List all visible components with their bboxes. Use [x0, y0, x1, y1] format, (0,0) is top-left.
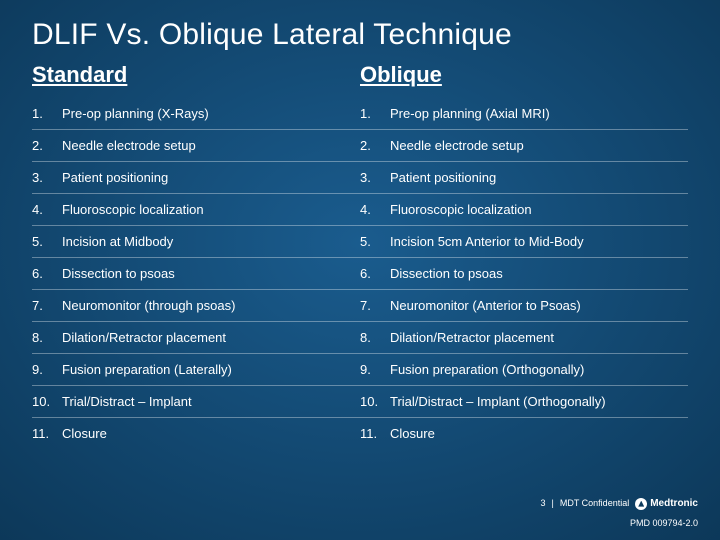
item-text: Dissection to psoas [62, 266, 360, 281]
item-text: Needle electrode setup [62, 138, 360, 153]
brand-logo: Medtronic [635, 496, 698, 512]
item-text: Fusion preparation (Laterally) [62, 362, 360, 377]
footer-line-1: 3 | MDT Confidential Medtronic [540, 496, 698, 512]
list-item: 6.Dissection to psoas [360, 258, 688, 290]
item-number: 1. [360, 106, 390, 121]
list-item: 5.Incision 5cm Anterior to Mid-Body [360, 226, 688, 258]
item-text: Dilation/Retractor placement [390, 330, 688, 345]
brand-name: Medtronic [650, 496, 698, 512]
item-number: 5. [360, 234, 390, 249]
brand-logo-icon [635, 498, 647, 510]
item-text: Fluoroscopic localization [62, 202, 360, 217]
item-number: 4. [360, 202, 390, 217]
item-number: 9. [32, 362, 62, 377]
list-item: 6.Dissection to psoas [32, 258, 360, 290]
item-number: 11. [32, 426, 62, 441]
comparison-columns: Standard 1.Pre-op planning (X-Rays) 2.Ne… [32, 62, 688, 450]
item-number: 10. [360, 394, 390, 409]
item-text: Pre-op planning (X-Rays) [62, 106, 360, 121]
list-item: 10.Trial/Distract – Implant [32, 386, 360, 418]
confidential-label: MDT Confidential [560, 496, 629, 510]
list-item: 11.Closure [32, 418, 360, 450]
column-standard: Standard 1.Pre-op planning (X-Rays) 2.Ne… [32, 62, 360, 450]
list-item: 8.Dilation/Retractor placement [32, 322, 360, 354]
item-number: 1. [32, 106, 62, 121]
list-item: 8.Dilation/Retractor placement [360, 322, 688, 354]
item-text: Closure [390, 426, 688, 441]
separator: | [552, 496, 554, 510]
item-text: Trial/Distract – Implant (Orthogonally) [390, 394, 688, 409]
item-number: 8. [32, 330, 62, 345]
item-number: 2. [32, 138, 62, 153]
item-number: 11. [360, 426, 390, 441]
item-text: Neuromonitor (through psoas) [62, 298, 360, 313]
document-id: PMD 009794-2.0 [540, 516, 698, 530]
list-item: 5.Incision at Midbody [32, 226, 360, 258]
item-number: 10. [32, 394, 62, 409]
item-number: 8. [360, 330, 390, 345]
item-text: Fusion preparation (Orthogonally) [390, 362, 688, 377]
item-number: 2. [360, 138, 390, 153]
item-number: 4. [32, 202, 62, 217]
column-oblique: Oblique 1.Pre-op planning (Axial MRI) 2.… [360, 62, 688, 450]
column-header-standard: Standard [32, 62, 360, 88]
item-text: Neuromonitor (Anterior to Psoas) [390, 298, 688, 313]
item-text: Fluoroscopic localization [390, 202, 688, 217]
item-number: 7. [360, 298, 390, 313]
list-item: 9.Fusion preparation (Laterally) [32, 354, 360, 386]
item-text: Patient positioning [62, 170, 360, 185]
item-text: Pre-op planning (Axial MRI) [390, 106, 688, 121]
item-text: Incision at Midbody [62, 234, 360, 249]
list-item: 7.Neuromonitor (Anterior to Psoas) [360, 290, 688, 322]
list-item: 7.Neuromonitor (through psoas) [32, 290, 360, 322]
list-item: 3.Patient positioning [32, 162, 360, 194]
item-number: 7. [32, 298, 62, 313]
item-text: Patient positioning [390, 170, 688, 185]
list-item: 1.Pre-op planning (Axial MRI) [360, 98, 688, 130]
list-item: 3.Patient positioning [360, 162, 688, 194]
list-item: 2.Needle electrode setup [360, 130, 688, 162]
list-item: 4.Fluoroscopic localization [32, 194, 360, 226]
item-text: Needle electrode setup [390, 138, 688, 153]
slide-title: DLIF Vs. Oblique Lateral Technique [32, 18, 688, 52]
item-text: Dilation/Retractor placement [62, 330, 360, 345]
page-number: 3 [540, 496, 545, 510]
item-number: 6. [32, 266, 62, 281]
column-header-oblique: Oblique [360, 62, 688, 88]
item-text: Trial/Distract – Implant [62, 394, 360, 409]
item-text: Incision 5cm Anterior to Mid-Body [390, 234, 688, 249]
list-item: 11.Closure [360, 418, 688, 450]
list-item: 2.Needle electrode setup [32, 130, 360, 162]
item-text: Dissection to psoas [390, 266, 688, 281]
item-number: 9. [360, 362, 390, 377]
item-text: Closure [62, 426, 360, 441]
item-number: 3. [360, 170, 390, 185]
item-number: 3. [32, 170, 62, 185]
list-item: 4.Fluoroscopic localization [360, 194, 688, 226]
slide: DLIF Vs. Oblique Lateral Technique Stand… [0, 0, 720, 540]
footer: 3 | MDT Confidential Medtronic PMD 00979… [540, 496, 698, 530]
list-item: 9.Fusion preparation (Orthogonally) [360, 354, 688, 386]
list-item: 1.Pre-op planning (X-Rays) [32, 98, 360, 130]
item-number: 5. [32, 234, 62, 249]
list-item: 10.Trial/Distract – Implant (Orthogonall… [360, 386, 688, 418]
item-number: 6. [360, 266, 390, 281]
